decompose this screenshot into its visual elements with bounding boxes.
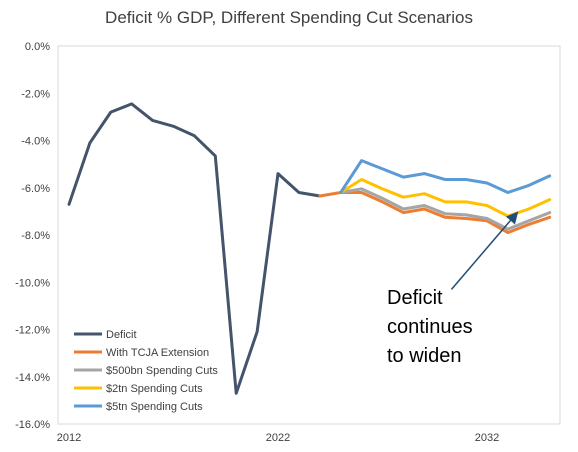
series-line-500bn-spending-cuts: [339, 187, 552, 231]
y-tick-label: -4.0%: [21, 136, 50, 148]
y-tick-label: 0.0%: [25, 41, 50, 53]
x-tick-label: 2022: [266, 432, 290, 444]
series-line-deficit: [67, 102, 322, 395]
legend-label: $2tn Spending Cuts: [106, 383, 203, 395]
legend-label: With TCJA Extension: [106, 347, 209, 359]
legend-label: $500bn Spending Cuts: [106, 365, 218, 377]
legend-label: Deficit: [106, 329, 137, 341]
y-tick-label: -16.0%: [15, 419, 50, 431]
legend-label: $5tn Spending Cuts: [106, 401, 203, 413]
annotation-arrow: [450, 211, 519, 290]
y-tick-label: -6.0%: [21, 183, 50, 195]
x-tick-label: 2012: [57, 432, 81, 444]
chart-title: Deficit % GDP, Different Spending Cut Sc…: [105, 8, 473, 27]
y-tick-label: -12.0%: [15, 325, 50, 337]
series-line-5tn-spending-cuts: [339, 159, 552, 194]
annotation-text: Deficit continues to widen: [387, 287, 473, 367]
plot-area-border: [57, 45, 561, 425]
x-tick-label: 2032: [475, 432, 499, 444]
series-line-with-tcja-extension: [318, 191, 552, 235]
y-tick-label: -14.0%: [15, 372, 50, 384]
y-tick-label: -2.0%: [21, 88, 50, 100]
y-tick-label: -10.0%: [15, 277, 50, 289]
y-tick-label: -8.0%: [21, 230, 50, 242]
